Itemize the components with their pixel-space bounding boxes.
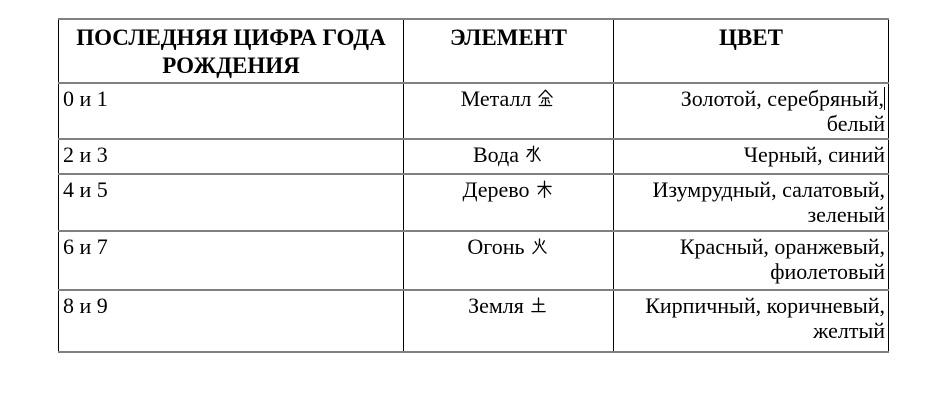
color-line-text: Золотой, серебряный, xyxy=(680,86,884,111)
element-label: Дерево xyxy=(462,177,530,202)
element-cell[interactable]: Металл xyxy=(403,82,614,140)
table-row: 0 и 1 Металл Золотой, серебряный, белый xyxy=(58,82,889,140)
table-row: 6 и 7 Огонь Красный, оранжевый, фиолетов… xyxy=(58,230,889,291)
element-cell[interactable]: Земля xyxy=(403,289,614,353)
element-cell[interactable]: Вода xyxy=(403,138,614,175)
table-row: 4 и 5 Дерево Изумрудный, салатовый, зеле… xyxy=(58,173,889,232)
color-cell[interactable]: Кирпичный, коричневый, желтый xyxy=(613,289,889,353)
element-label: Вода xyxy=(473,142,519,167)
header-cell-color[interactable]: ЦВЕТ xyxy=(613,18,889,84)
color-line-text: Черный, синий xyxy=(743,142,885,167)
hanzi-earth-icon xyxy=(531,297,546,313)
color-line-text: белый xyxy=(826,111,885,136)
element-label: Земля xyxy=(468,293,524,318)
digits-cell[interactable]: 6 и 7 xyxy=(58,230,404,291)
hanzi-metal-icon xyxy=(538,89,554,107)
digits-cell[interactable]: 8 и 9 xyxy=(58,289,404,353)
color-cell[interactable]: Золотой, серебряный, белый xyxy=(613,82,889,140)
color-line-text: желтый xyxy=(813,318,885,343)
header-cell-element[interactable]: ЭЛЕМЕНТ xyxy=(403,18,614,84)
digits-cell[interactable]: 4 и 5 xyxy=(58,173,404,232)
color-cell[interactable]: Черный, синий xyxy=(613,138,889,175)
color-line-text: Кирпичный, коричневый, xyxy=(645,293,885,318)
color-cell[interactable]: Красный, оранжевый, фиолетовый xyxy=(613,230,889,291)
element-cell[interactable]: Огонь xyxy=(403,230,614,291)
hanzi-fire-icon xyxy=(531,238,547,255)
digits-cell[interactable]: 2 и 3 xyxy=(58,138,404,175)
table-row: 2 и 3 Вода Черный, синий xyxy=(58,138,889,175)
color-line-text: Красный, оранжевый, xyxy=(679,234,885,259)
hanzi-water-icon xyxy=(526,145,541,162)
elements-colors-table: ПОСЛЕДНЯЯ ЦИФРА ГОДА РОЖДЕНИЯ ЭЛЕМЕНТ ЦВ… xyxy=(58,18,889,353)
color-cell[interactable]: Изумрудный, салатовый, зеленый xyxy=(613,173,889,232)
digits-cell[interactable]: 0 и 1 xyxy=(58,82,404,140)
color-line-text: Изумрудный, салатовый, xyxy=(652,177,885,202)
hanzi-wood-icon xyxy=(536,180,552,199)
table-header-row: ПОСЛЕДНЯЯ ЦИФРА ГОДА РОЖДЕНИЯ ЭЛЕМЕНТ ЦВ… xyxy=(58,18,889,84)
element-cell[interactable]: Дерево xyxy=(403,173,614,232)
header-cell-birth-year-digit[interactable]: ПОСЛЕДНЯЯ ЦИФРА ГОДА РОЖДЕНИЯ xyxy=(58,18,404,84)
color-line-text: зеленый xyxy=(807,202,885,227)
color-line-text: фиолетовый xyxy=(770,259,885,284)
element-label: Металл xyxy=(460,86,532,111)
element-label: Огонь xyxy=(467,234,525,259)
table-row: 8 и 9 Земля Кирпичный, коричневый, желты… xyxy=(58,289,889,353)
text-caret xyxy=(884,87,885,110)
